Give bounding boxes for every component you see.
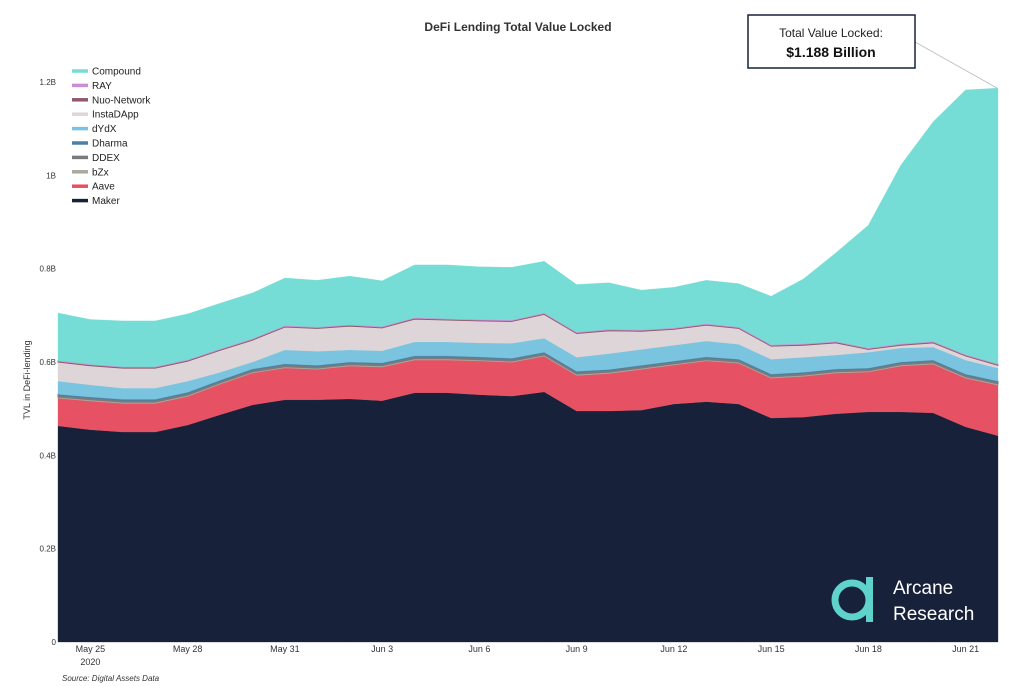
annotation-value: $1.188 Billion [786, 44, 875, 60]
logo-bar-icon [866, 577, 873, 622]
x-tick-label: Jun 12 [660, 644, 687, 654]
y-tick-label: 0.2B [40, 545, 56, 554]
legend-label: InstaDApp [92, 110, 139, 121]
y-axis-label: TVL in DeFi-lending [22, 340, 32, 419]
x-tick-label: May 31 [270, 644, 300, 654]
legend-label: Aave [92, 182, 115, 193]
x-tick-sublabel: 2020 [80, 657, 100, 667]
legend-label: RAY [92, 81, 112, 92]
legend-item-aave[interactable]: Aave [72, 182, 115, 193]
logo-line2: Research [893, 604, 974, 625]
arcane-research-logo: Arcane Research [831, 577, 974, 625]
legend-item-instadapp[interactable]: InstaDApp [72, 110, 139, 121]
legend-item-compound[interactable]: Compound [72, 67, 141, 78]
legend-label: Maker [92, 196, 120, 207]
total-annotation: Total Value Locked: $1.188 Billion [747, 14, 998, 89]
legend-item-dharma[interactable]: Dharma [72, 139, 128, 150]
y-tick-label: 0.8B [40, 265, 56, 274]
x-tick-label: Jun 21 [952, 644, 979, 654]
legend-label: DDEX [92, 153, 120, 164]
y-ticks: 0 0.2B 0.4B 0.6B 0.8B 1B 1.2B [40, 78, 57, 647]
x-tick-label: Jun 18 [855, 644, 882, 654]
legend-item-bzx[interactable]: bZx [72, 167, 109, 178]
x-tick-label: Jun 6 [468, 644, 490, 654]
legend-item-ray[interactable]: RAY [72, 81, 112, 92]
areas [57, 87, 999, 643]
logo-line1: Arcane [893, 578, 953, 599]
area-maker [57, 391, 999, 643]
y-tick-label: 1B [46, 171, 56, 180]
legend-label: Compound [92, 67, 141, 78]
annotation-box [747, 14, 916, 69]
x-tick-label: May 25 [76, 644, 106, 654]
y-tick-label: 0.6B [40, 358, 56, 367]
x-tick-label: Jun 9 [566, 644, 588, 654]
y-tick-label: 0.4B [40, 451, 56, 460]
legend-item-maker[interactable]: Maker [72, 196, 120, 207]
area-compound [57, 87, 999, 367]
x-ticks: May 25 2020 May 28 May 31 Jun 3 Jun 6 Jun 9 Jun… [76, 644, 979, 667]
y-tick-label: 0 [52, 638, 57, 647]
legend-label: Nuo-Network [92, 95, 151, 106]
annotation-leader-line [914, 41, 998, 89]
annotation-label: Total Value Locked: [779, 26, 883, 40]
legend-item-ddex[interactable]: DDEX [72, 153, 120, 164]
x-tick-label: May 28 [173, 644, 203, 654]
legend-label: Dharma [92, 139, 128, 150]
x-tick-label: Jun 15 [758, 644, 785, 654]
x-tick-label: Jun 3 [371, 644, 393, 654]
chart-title: DeFi Lending Total Value Locked [424, 20, 611, 34]
legend-label: dYdX [92, 124, 117, 135]
legend: Compound RAY Nuo-Network InstaDApp dYdX Dharm… [72, 67, 151, 207]
legend-item-nuo-network[interactable]: Nuo-Network [72, 95, 151, 106]
source-note: Source: Digital Assets Data [62, 674, 160, 683]
legend-item-dydx[interactable]: dYdX [72, 124, 117, 135]
y-tick-label: 1.2B [40, 78, 56, 87]
legend-label: bZx [92, 167, 109, 178]
